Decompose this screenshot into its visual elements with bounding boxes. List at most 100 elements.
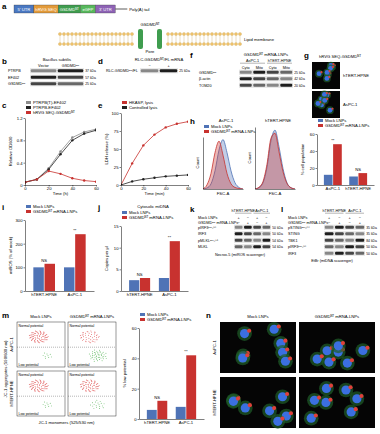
tick: 20 bbox=[47, 185, 52, 191]
event-dot bbox=[99, 351, 101, 353]
membrane-label: Lipid membrane bbox=[244, 37, 275, 42]
event-dot bbox=[93, 383, 95, 385]
polya-tail bbox=[115, 9, 127, 10]
event-dot bbox=[34, 390, 36, 392]
event-dot bbox=[37, 337, 39, 339]
axis-line bbox=[317, 135, 318, 186]
chart: PTRPB(T)-EF402PTRPB-EF402hRVG SEQ-GSDMDᴺ… bbox=[8, 100, 100, 196]
row-label: pSTINGˢᵉʳ³⁶⁶ bbox=[288, 226, 310, 230]
event-dot bbox=[84, 385, 86, 387]
event-dot bbox=[39, 388, 41, 390]
bar bbox=[45, 264, 55, 291]
event-dot bbox=[85, 383, 87, 385]
kda-label: 50 kDa bbox=[366, 252, 377, 256]
event-dot bbox=[29, 337, 31, 339]
condition-sign: + bbox=[359, 221, 362, 225]
blot-band bbox=[253, 84, 265, 87]
bar bbox=[176, 407, 186, 419]
marker bbox=[164, 126, 166, 128]
condition-sign: − bbox=[349, 221, 352, 225]
lipid-head bbox=[222, 32, 225, 35]
event-dot bbox=[96, 350, 98, 352]
x-axis: hTERT-HPNEAsPC-1 bbox=[26, 291, 95, 297]
event-dot bbox=[45, 339, 47, 341]
event-dot bbox=[31, 387, 33, 389]
blot-band bbox=[325, 226, 334, 229]
event-dot bbox=[45, 337, 47, 339]
mito-signal bbox=[289, 411, 293, 415]
event-dot bbox=[49, 402, 51, 404]
tick-label: 75 bbox=[114, 129, 119, 134]
lipid-tail bbox=[64, 36, 65, 43]
flow-plot: Normal potentialLow potential bbox=[17, 322, 65, 367]
significance: ** bbox=[73, 228, 77, 233]
plot-frame bbox=[68, 371, 116, 416]
tick-label: 50 bbox=[114, 147, 119, 152]
tick-label: 0 bbox=[24, 186, 27, 191]
y-axis-title: mtROS (% of mock) bbox=[8, 236, 13, 274]
figure: abcdefghijklmn5′ UTRhRVG SEQGSDMDᴺᵀeGFP3… bbox=[0, 0, 380, 434]
event-dot bbox=[97, 357, 99, 359]
lipid-head bbox=[174, 32, 177, 35]
condition-sign: − bbox=[265, 216, 268, 220]
cell bbox=[326, 106, 334, 114]
event-dot bbox=[42, 382, 44, 384]
lipid-head bbox=[78, 42, 81, 45]
lipid-tail bbox=[168, 36, 169, 43]
event-dot bbox=[39, 330, 41, 332]
marker bbox=[153, 177, 155, 179]
event-dot bbox=[100, 402, 102, 404]
legend-swatch bbox=[318, 119, 323, 122]
event-dot bbox=[95, 386, 97, 388]
event-dot bbox=[36, 331, 38, 333]
event-dot bbox=[39, 391, 41, 393]
cell bbox=[307, 393, 322, 408]
cell bbox=[304, 411, 319, 426]
blot-band bbox=[335, 252, 344, 255]
y-axis-title: Count bbox=[247, 152, 252, 164]
legend-swatch bbox=[318, 124, 323, 127]
lipid-head bbox=[190, 42, 193, 45]
blot-band bbox=[253, 71, 265, 74]
tick-label: 300 bbox=[16, 218, 24, 223]
lipid-head bbox=[190, 32, 193, 35]
bar bbox=[324, 175, 333, 185]
mito-signal bbox=[245, 353, 249, 357]
lipid-head bbox=[182, 32, 185, 35]
bar bbox=[333, 144, 342, 185]
y-axis bbox=[255, 128, 256, 190]
event-dot bbox=[89, 387, 91, 389]
event-dot bbox=[79, 335, 81, 337]
event-dot bbox=[36, 383, 38, 385]
tick-mark bbox=[120, 185, 122, 186]
event-dot bbox=[87, 383, 89, 385]
event-dot bbox=[35, 335, 37, 337]
event-dot bbox=[87, 380, 89, 382]
event-dot bbox=[96, 383, 98, 385]
blot-band bbox=[253, 77, 265, 80]
mito-signal bbox=[328, 76, 330, 78]
lipid-head bbox=[178, 32, 181, 35]
row-label: MLKL bbox=[198, 245, 208, 249]
tick-label: 25 bbox=[114, 165, 119, 170]
gate-label: Normal potential bbox=[70, 373, 95, 377]
event-dot bbox=[96, 334, 98, 336]
event-dot bbox=[31, 388, 33, 390]
event-dot bbox=[37, 390, 39, 392]
legend-swatch bbox=[204, 130, 209, 133]
blot-header: Bacillus subtilis bbox=[43, 57, 71, 62]
mito-signal bbox=[288, 356, 292, 360]
tick-label: AsPC-1 bbox=[326, 186, 341, 191]
tick: AsPC-1 bbox=[179, 419, 194, 425]
blot-header: GSDMDᴺᵀ mRNA-LNPs bbox=[244, 52, 288, 57]
micrograph bbox=[312, 62, 340, 89]
significance: ** bbox=[331, 138, 335, 143]
lipid-tail bbox=[188, 36, 189, 43]
mito-signal bbox=[328, 92, 330, 94]
legend-swatch bbox=[122, 216, 127, 219]
lipid-head bbox=[186, 32, 189, 35]
micrograph bbox=[299, 322, 375, 373]
event-dot bbox=[95, 356, 97, 358]
pore-protein bbox=[138, 29, 143, 49]
lipid-head bbox=[206, 42, 209, 45]
